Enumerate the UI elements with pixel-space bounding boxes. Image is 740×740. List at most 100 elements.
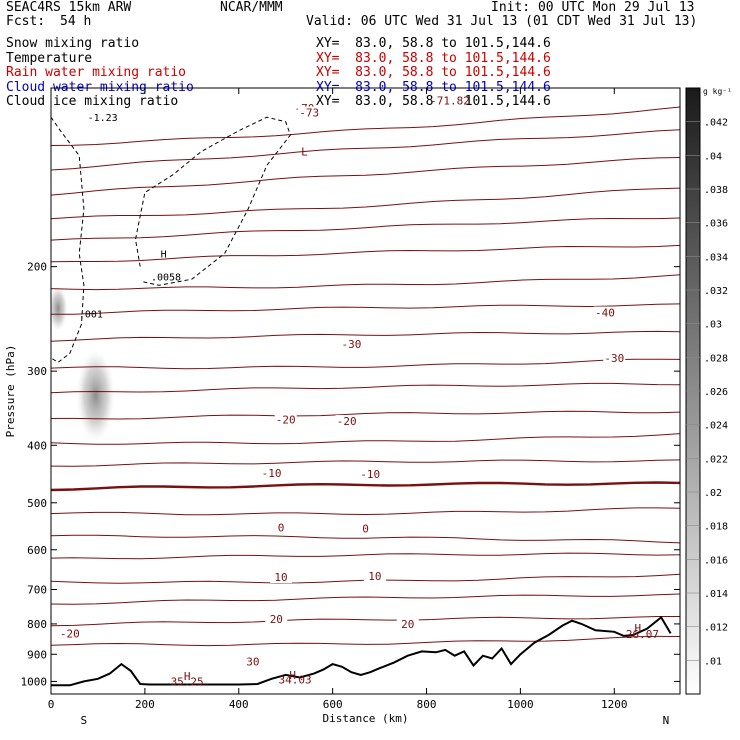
x-tick-label: 0 [48, 698, 55, 711]
isotherm-label: 10 [274, 571, 287, 584]
isotherm-label-bg [354, 522, 377, 535]
isotherm-line [51, 593, 680, 605]
isotherm-line [51, 106, 680, 146]
isotherm-line [51, 358, 680, 370]
extremum-label: H [634, 622, 641, 635]
isotherm-label: -20 [276, 414, 296, 427]
cloud-ice-label: .001 [79, 310, 103, 321]
x-tick-label: 600 [323, 698, 343, 711]
isotherm-label: -10 [360, 468, 380, 481]
x-tick-label: 1000 [507, 698, 534, 711]
isotherm-line [51, 129, 680, 171]
isotherm-label: 30 [246, 655, 259, 668]
isotherm-label-bg [340, 337, 363, 350]
snow-mixing-shade [51, 285, 68, 331]
cloud-ice-label: .0058 [151, 273, 181, 284]
colorbar-tick-label: .018 [704, 522, 728, 533]
isotherm-line [51, 330, 680, 342]
x-tick-label: 200 [135, 698, 155, 711]
y-tick-label: 300 [27, 365, 47, 378]
isotherm-label-bg [241, 655, 264, 668]
isotherm-label: -10 [262, 467, 282, 480]
isotherm-line [51, 217, 680, 241]
y-tick-label: 600 [27, 544, 47, 557]
isotherm-line [51, 274, 680, 291]
forecast-label: Fcst: [6, 14, 46, 29]
isotherm-label: 20 [401, 618, 414, 631]
colorbar-tick-label: .042 [704, 118, 728, 129]
isotherm-label-bg [335, 414, 358, 427]
isotherm-line [51, 244, 680, 263]
y-tick-label: 900 [27, 648, 47, 661]
y-tick-label: 400 [27, 439, 47, 452]
y-tick-label: 800 [27, 618, 47, 631]
colorbar-tick-label: .036 [704, 219, 728, 230]
x-tick-label: 1200 [601, 698, 628, 711]
isotherm-label: 0 [362, 522, 369, 535]
colorbar-tick-label: .02 [704, 488, 722, 499]
cloud-ice-label: -1.23 [88, 113, 118, 124]
isotherm-label: -20 [60, 627, 80, 640]
y-tick-label: 200 [27, 261, 47, 274]
colorbar-tick-label: .01 [704, 656, 722, 667]
isotherm-label: -30 [341, 338, 361, 351]
isotherm-line [51, 410, 680, 420]
legend-xy-range: XY= 83.0, 58.8 to 101.5,144.6 [316, 79, 551, 95]
snow-mixing-shade [76, 350, 115, 441]
legend-xy-range: XY= 83.0, 58.8 to 101.5,144.6 [316, 50, 551, 66]
init-time: Init: 00 UTC Mon 29 Jul 13 [491, 0, 695, 15]
isotherm-line [51, 187, 680, 220]
isotherm-line [51, 459, 680, 467]
colorbar-tick-label: .04 [704, 151, 722, 162]
plot-frame [50, 87, 681, 695]
colorbar-tick-label: .024 [704, 421, 728, 432]
terrain-profile [51, 615, 672, 687]
x-axis-label: Distance (km) [322, 712, 408, 725]
cloud-ice-label: H [161, 249, 167, 260]
extremum-label: 35.25 [171, 675, 204, 688]
extremum-label: H [184, 670, 191, 683]
x-tick-label: 400 [229, 698, 249, 711]
south-endpoint-label: S [81, 714, 88, 727]
colorbar-tick-label: .012 [704, 623, 728, 634]
isotherm-label-bg [260, 466, 283, 479]
isotherm-line [51, 157, 680, 196]
legend-xy-range: XY= 83.0, 58.8 to 101.5,144.6 [316, 65, 551, 81]
isotherm-line [51, 635, 680, 647]
colorbar-tick-label: .034 [704, 252, 728, 263]
isotherm-line [51, 552, 680, 560]
isotherm-label: 20 [270, 613, 283, 626]
isotherm-label-bg [593, 306, 616, 319]
extremum-label: H [289, 669, 296, 682]
colorbar-tick-label: .03 [704, 320, 722, 331]
isotherm-label-bg [438, 94, 461, 107]
colorbar-tick-label: .032 [704, 286, 728, 297]
y-tick-label: 700 [27, 584, 47, 597]
extremum-label: 34.03 [279, 674, 312, 687]
y-tick-label: 1000 [21, 675, 48, 688]
extremum-label: L [301, 146, 308, 159]
legend-field-label: Snow mixing ratio [6, 36, 140, 51]
isotherm-label-bg [603, 351, 626, 364]
isotherm-label-bg [270, 521, 293, 534]
isotherm-line [51, 433, 680, 445]
y-axis-label: Pressure (hPa) [4, 345, 17, 438]
isotherm-label-bg [270, 571, 293, 584]
cloud-ice-contour [134, 116, 291, 286]
isotherm-label: -20 [337, 415, 357, 428]
cloud-ice-contour [51, 116, 85, 364]
colorbar-tick-label: .014 [704, 589, 728, 600]
extremum-label: 26.07 [626, 628, 659, 641]
legend-xy-range: XY= 83.0, 58.8 to 101.5,144.6 [316, 36, 551, 51]
x-tick-label: 800 [417, 698, 437, 711]
isotherm-label-bg [359, 467, 382, 480]
isotherm-label-bg [298, 106, 321, 119]
isotherm-label: 10 [368, 570, 381, 583]
isotherm-line [51, 303, 680, 315]
isotherm-label: 0 [278, 521, 285, 534]
isotherm-line [51, 616, 680, 627]
north-endpoint-label: N [663, 714, 670, 727]
colorbar-tick-label: .038 [704, 185, 728, 196]
colorbar-tick-label: .028 [704, 353, 728, 364]
legend-field-label: Rain water mixing ratio [6, 65, 187, 81]
